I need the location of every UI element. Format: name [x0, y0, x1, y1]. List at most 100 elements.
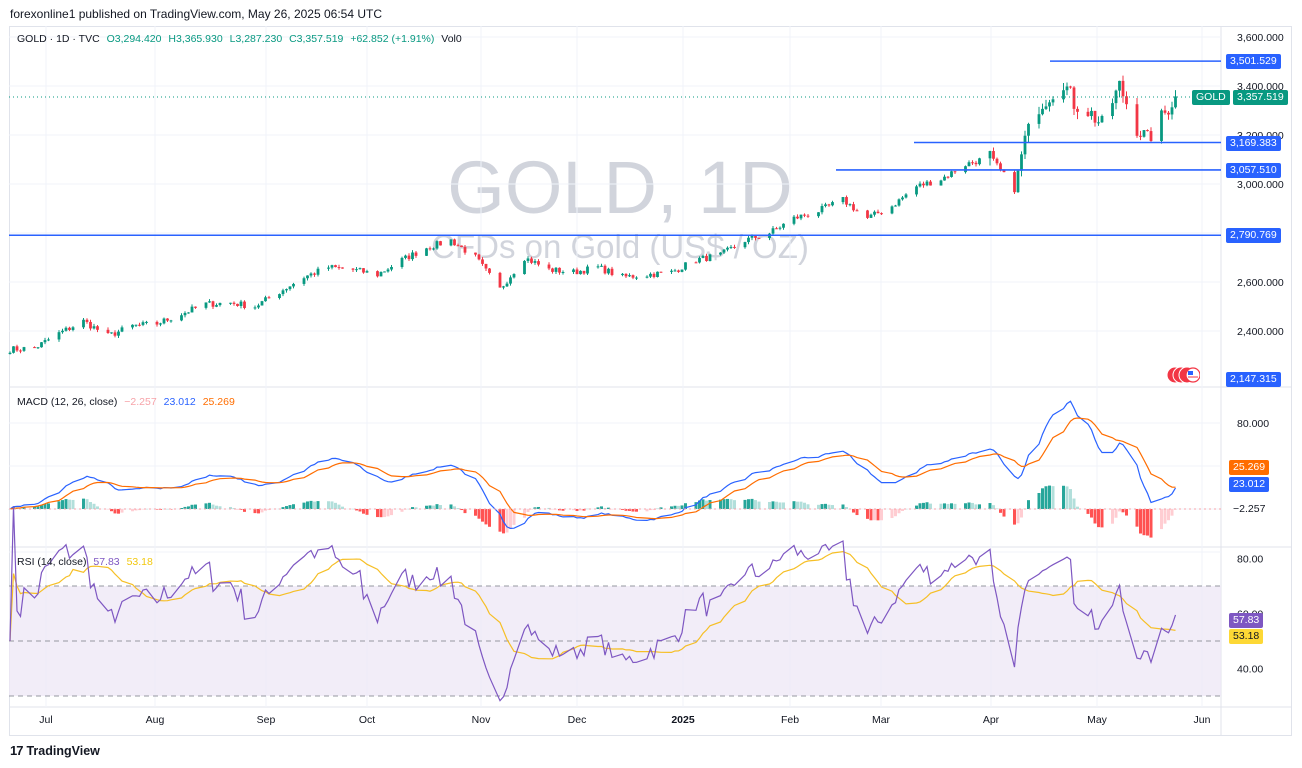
candle-body — [267, 297, 271, 299]
macd-histogram-bar — [341, 506, 344, 509]
candle-body — [257, 305, 260, 308]
time-axis-label: 2025 — [671, 714, 695, 726]
horizontal-levels[interactable] — [9, 60, 1221, 237]
rsi-axis-tick: 80.00 — [1237, 554, 1263, 566]
macd-histogram-bar — [964, 503, 967, 509]
time-axis-label: Oct — [359, 714, 375, 726]
candle-body — [575, 269, 579, 275]
macd-histogram-bar — [915, 505, 918, 509]
level-label-3169[interactable]: 3,169.383 — [1226, 136, 1281, 151]
macd-histogram-bar — [512, 509, 516, 525]
macd-histogram-bar — [439, 505, 442, 509]
price-axis-tick: 2,600.000 — [1237, 277, 1284, 289]
macd-histogram-bar — [484, 509, 488, 525]
rsi-series — [9, 506, 1177, 702]
candle-body — [530, 258, 533, 263]
macd-histogram-bar — [113, 509, 117, 514]
candle-body — [425, 248, 428, 256]
macd-histogram-bar — [824, 503, 827, 509]
time-axis-label: Aug — [146, 714, 165, 726]
macd-histogram-bar — [215, 505, 218, 509]
macd-histogram-bar — [929, 503, 932, 509]
candle-body — [596, 266, 600, 268]
macd-histogram-bar — [460, 509, 463, 511]
macd-histogram-bar — [211, 504, 215, 509]
candle-body — [873, 211, 876, 215]
macd-histogram-bar — [806, 504, 810, 509]
candle-body — [652, 273, 656, 278]
macd-histogram-bar — [1013, 509, 1016, 525]
candle-body — [71, 327, 75, 330]
macd-name: MACD (12, 26, close) — [17, 396, 118, 408]
candle-body — [782, 223, 785, 228]
macd-histogram-bar — [117, 509, 120, 514]
macd-histogram-bar — [526, 509, 530, 513]
macd-histogram-bar — [656, 508, 659, 509]
level-label-3057[interactable]: 3,057.510 — [1226, 163, 1281, 178]
macd-histogram-bar — [355, 509, 358, 511]
candle-body — [474, 252, 477, 255]
macd-histogram-bar — [477, 509, 481, 519]
candle-body — [351, 268, 355, 270]
rsi-ma-axis-label: 53.18 — [1229, 629, 1264, 644]
main-legend[interactable]: GOLD · 1D · TVC O3,294.420 H3,365.930 L3… — [17, 33, 466, 45]
macd-legend[interactable]: MACD (12, 26, close) −2.257 23.012 25.26… — [17, 396, 239, 408]
candle-body — [278, 294, 281, 298]
candle-body — [719, 252, 722, 255]
macd-histogram-bar — [316, 501, 320, 509]
candle-body — [141, 322, 145, 325]
macd-histogram-bar — [1125, 509, 1128, 516]
macd-signal-value: 25.269 — [202, 396, 235, 408]
level-label-2147[interactable]: 2,147.315 — [1226, 372, 1281, 387]
macd-histogram-bar — [974, 504, 978, 509]
macd-line — [9, 400, 1177, 530]
us-flag-events-icon[interactable] — [1166, 366, 1201, 384]
macd-histogram-bar — [71, 499, 75, 509]
rsi-legend[interactable]: RSI (14, close) 57.83 53.18 — [17, 556, 157, 568]
macd-histogram-bar — [106, 509, 110, 510]
macd-histogram-bar — [698, 500, 701, 509]
macd-histogram-bar — [1044, 486, 1048, 509]
candle-body — [113, 332, 117, 336]
candle-body — [726, 247, 729, 250]
candle-body — [1090, 110, 1093, 117]
candle-body — [607, 268, 610, 274]
macd-histogram-bar — [523, 509, 526, 518]
candle-body — [498, 272, 502, 288]
candle-body — [831, 202, 834, 206]
candle-body — [754, 235, 757, 238]
macd-histogram-bar — [827, 504, 831, 509]
macd-histogram-bar — [1086, 509, 1090, 514]
candle-body — [281, 290, 285, 295]
candle-body — [208, 301, 211, 303]
watermark-title: GOLD, 1D — [447, 146, 792, 229]
macd-histogram-bar — [281, 507, 285, 509]
candle-body — [922, 183, 925, 186]
level-label-3501[interactable]: 3,501.529 — [1226, 54, 1281, 69]
macd-line-value: 23.012 — [163, 396, 196, 408]
candle-body — [218, 302, 222, 306]
macd-histogram-bar — [953, 503, 957, 509]
tradingview-brand[interactable]: 17 TradingView — [10, 743, 100, 758]
candle-body — [117, 331, 120, 336]
level-label-2790[interactable]: 2,790.769 — [1226, 228, 1281, 243]
candle-body — [432, 248, 435, 250]
candle-body — [1051, 99, 1055, 103]
candle-body — [365, 271, 369, 273]
candle-body — [1125, 96, 1128, 105]
macd-histogram-bar — [218, 506, 222, 509]
candle-body — [1146, 130, 1149, 132]
candle-body — [481, 259, 484, 264]
candle-body — [750, 235, 754, 238]
macd-series — [8, 400, 1221, 538]
macd-histogram-bar — [796, 501, 799, 509]
candle-body — [635, 277, 638, 279]
candle-body — [159, 323, 162, 325]
candle-body — [901, 197, 904, 200]
candle-body — [190, 306, 194, 313]
macd-histogram-bar — [432, 505, 435, 509]
candle-body — [971, 162, 974, 164]
macd-histogram-bar — [82, 498, 85, 509]
macd-histogram-bar — [40, 505, 43, 509]
